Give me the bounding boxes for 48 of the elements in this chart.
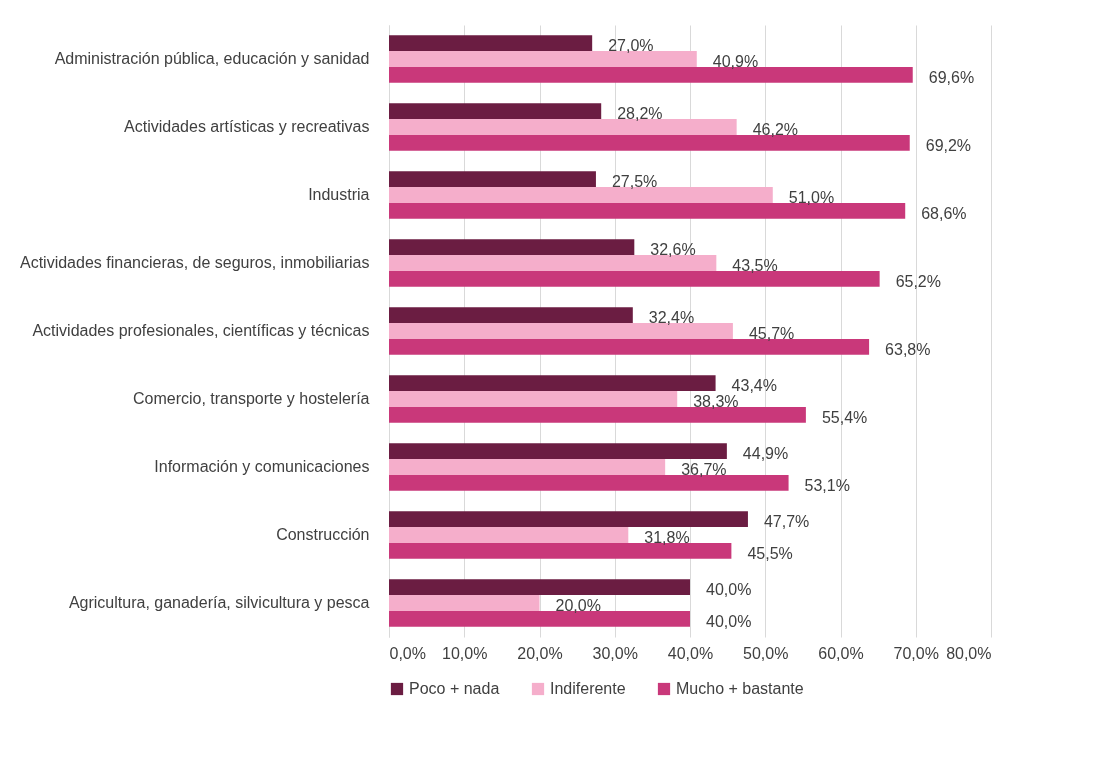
- y-tick-label: Construcción: [276, 526, 370, 543]
- y-tick-label: Comercio, transporte y hostelería: [132, 390, 370, 407]
- x-tick-label: 0,0%: [389, 644, 426, 662]
- data-label: 46,2%: [752, 121, 799, 138]
- data-label: 27,0%: [608, 37, 654, 55]
- data-label: 32,4%: [648, 309, 695, 327]
- data-label: 63,8%: [885, 340, 931, 358]
- data-label: 47,7%: [763, 513, 810, 531]
- y-tick-label: Actividades financieras, de seguros, inmobiliarias: [19, 254, 370, 271]
- data-label: 32,6%: [650, 241, 696, 259]
- data-label: 68,6%: [921, 204, 967, 222]
- data-label: 69,2%: [925, 136, 972, 154]
- data-label: 45,5%: [747, 544, 793, 562]
- y-tick-label: Agricultura, ganadería, silvicultura y pesca: [68, 594, 370, 611]
- y-tick-label: Actividades profesionales, científicas y técnicas: [32, 322, 370, 339]
- legend-label: Poco + nada: [409, 680, 500, 697]
- x-tick-label: 50,0%: [743, 644, 789, 662]
- x-tick-label: 80,0%: [946, 644, 992, 662]
- data-label: 51,0%: [788, 189, 835, 206]
- x-tick-label: 40,0%: [667, 644, 714, 662]
- data-label: 40,0%: [706, 612, 752, 630]
- legend-label: Indiferente: [550, 680, 626, 697]
- data-label: 55,4%: [821, 408, 868, 426]
- y-tick-label: Administración pública, educación y sanidad: [54, 50, 370, 67]
- x-tick-label: 60,0%: [818, 644, 864, 662]
- data-label: 40,9%: [712, 53, 759, 70]
- data-label: 40,0%: [706, 581, 752, 599]
- data-label: 20,0%: [555, 597, 601, 614]
- data-label: 53,1%: [804, 476, 850, 494]
- x-tick-label: 70,0%: [893, 644, 939, 662]
- x-tick-label: 20,0%: [517, 644, 563, 662]
- data-label: 38,3%: [693, 393, 739, 410]
- legend-label: Mucho + bastante: [676, 680, 804, 697]
- data-label: 43,5%: [732, 257, 778, 274]
- y-tick-label: Actividades artísticas y recreativas: [124, 118, 370, 135]
- data-label: 31,8%: [644, 529, 690, 546]
- data-label: 44,9%: [742, 445, 789, 463]
- data-label: 69,6%: [928, 68, 975, 86]
- data-label: 28,2%: [617, 105, 663, 123]
- data-label: 27,5%: [611, 173, 658, 191]
- data-label: 65,2%: [895, 272, 942, 290]
- x-tick-label: 10,0%: [442, 644, 488, 662]
- x-tick-label: 30,0%: [592, 644, 638, 662]
- data-label: 36,7%: [681, 461, 727, 478]
- y-tick-label: Industria: [308, 186, 370, 203]
- data-label: 45,7%: [748, 325, 795, 342]
- y-tick-label: Información y comunicaciones: [154, 458, 370, 475]
- data-label: 43,4%: [731, 377, 777, 395]
